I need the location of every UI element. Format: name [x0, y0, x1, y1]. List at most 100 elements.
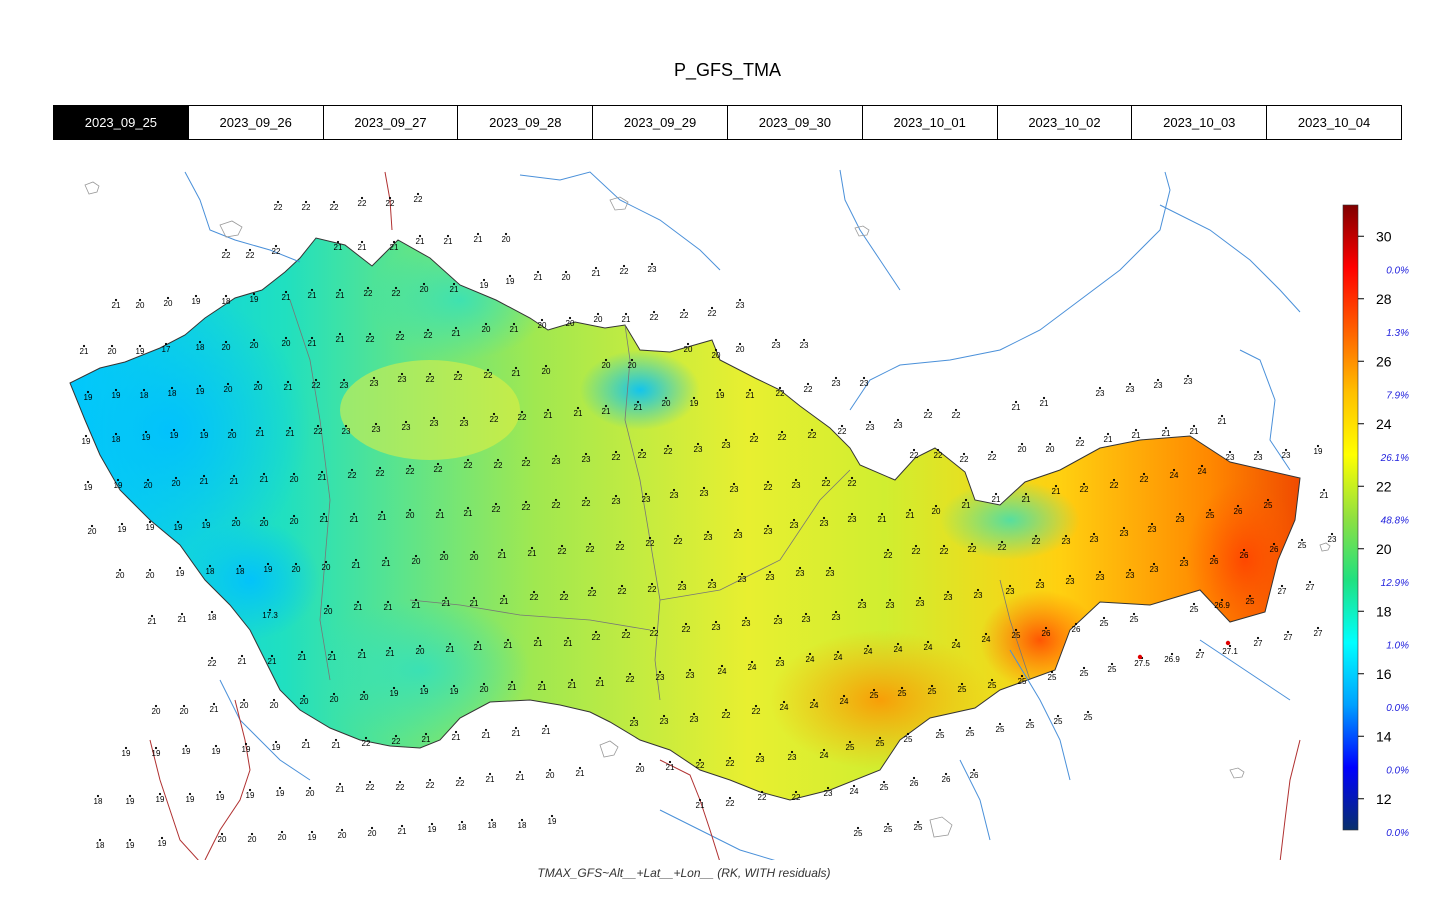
station-marker: 23 [1120, 526, 1129, 538]
station-dot [682, 308, 686, 312]
station-marker: 21 [564, 636, 573, 648]
station-dot [502, 594, 506, 598]
station-marker: 25 [966, 726, 975, 738]
station-value: 21 [528, 549, 537, 558]
station-marker: 22 [588, 586, 597, 598]
max-station-marker [1137, 654, 1143, 660]
station-dot [1044, 626, 1048, 630]
station-value: 21 [358, 651, 367, 660]
station-marker: 26 [1240, 548, 1249, 560]
station-value: 22 [776, 389, 785, 398]
station-value: 21 [328, 653, 337, 662]
station-dot [806, 382, 810, 386]
date-tab-2023_09_26[interactable]: 2023_09_26 [188, 106, 324, 139]
station-value: 21 [412, 601, 421, 610]
station-marker: 19 [176, 566, 185, 578]
station-marker: 21 [1162, 426, 1171, 438]
station-value: 20 [240, 701, 249, 710]
station-marker: 19 [158, 836, 167, 848]
station-value: 22 [272, 247, 281, 256]
station-marker: 23 [1180, 556, 1189, 568]
station-dot [776, 614, 780, 618]
station-dot [1078, 436, 1082, 440]
station-marker: 23 [800, 338, 809, 350]
station-value: 22 [750, 435, 759, 444]
station-dot [550, 814, 554, 818]
date-tab-2023_10_02[interactable]: 2023_10_02 [997, 106, 1133, 139]
station-marker: 20 [470, 550, 479, 562]
station-marker: 21 [622, 312, 631, 324]
station-dot [1212, 554, 1216, 558]
station-marker: 22 [246, 248, 255, 260]
station-marker: 21 [390, 240, 399, 252]
station-value: 23 [552, 457, 561, 466]
scale-tick-label: 16 [1376, 666, 1392, 682]
station-dot [564, 270, 568, 274]
station-value: 21 [512, 729, 521, 738]
date-tab-2023_09_25[interactable]: 2023_09_25 [54, 106, 189, 139]
station-value: 26 [910, 779, 919, 788]
station-dot [934, 504, 938, 508]
station-marker: 22 [680, 308, 689, 320]
station-marker: 19 [308, 830, 317, 842]
station-marker: 24 [850, 784, 859, 796]
station-marker: 23 [1126, 382, 1135, 394]
station-value: 22 [940, 547, 949, 556]
station-value: 22 [884, 551, 893, 560]
station-dot [472, 596, 476, 600]
station-dot [856, 826, 860, 830]
station-dot [714, 620, 718, 624]
station-dot [968, 726, 972, 730]
station-value: 21 [238, 657, 247, 666]
station-marker: 22 [426, 372, 435, 384]
date-tab-2023_09_28[interactable]: 2023_09_28 [458, 106, 594, 139]
station-marker: 25 [1130, 612, 1139, 624]
station-dot [194, 294, 198, 298]
station-dot [504, 232, 508, 236]
station-value: 23 [738, 575, 747, 584]
station-dot [1170, 652, 1174, 656]
station-marker: 20 [712, 348, 721, 360]
station-dot [422, 684, 426, 688]
station-marker: 22 [456, 776, 465, 788]
scale-tick-label: 26 [1376, 353, 1392, 369]
station-marker: 23 [1006, 584, 1015, 596]
station-marker: 19 [506, 274, 515, 286]
station-value: 20 [290, 475, 299, 484]
station-dot [332, 692, 336, 696]
station-value: 21 [1040, 399, 1049, 408]
station-dot [554, 454, 558, 458]
date-tab-2023_10_04[interactable]: 2023_10_04 [1267, 106, 1401, 139]
station-value: 20 [300, 697, 309, 706]
station-value: 27 [1254, 639, 1263, 648]
station-value: 19 [142, 433, 151, 442]
station-dot [240, 654, 244, 658]
station-dot [174, 476, 178, 480]
station-marker: 20 [240, 698, 249, 710]
date-tab-2023_09_29[interactable]: 2023_09_29 [593, 106, 728, 139]
station-marker: 21 [470, 596, 479, 608]
date-tab-2023_09_30[interactable]: 2023_09_30 [727, 106, 863, 139]
station-dot [418, 644, 422, 648]
date-tab-2023_10_01[interactable]: 2023_10_01 [862, 106, 998, 139]
station-value: 25 [1206, 511, 1215, 520]
station-value: 22 [364, 289, 373, 298]
date-tab-2023_10_03[interactable]: 2023_10_03 [1132, 106, 1268, 139]
station-marker: 19 [182, 744, 191, 756]
station-marker: 22 [582, 496, 591, 508]
station-value: 23 [894, 421, 903, 430]
station-marker: 21 [452, 730, 461, 742]
station-marker: 22 [396, 330, 405, 342]
station-dot [994, 492, 998, 496]
station-value: 20 [420, 285, 429, 294]
station-marker: 21 [1022, 492, 1031, 504]
station-value: 19 [82, 437, 91, 446]
date-tab-2023_09_27[interactable]: 2023_09_27 [323, 106, 459, 139]
station-marker: 23 [742, 616, 751, 628]
station-marker: 20 [300, 694, 309, 706]
station-marker: 22 [414, 192, 423, 204]
station-dot [338, 332, 342, 336]
station-marker: 20 [368, 826, 377, 838]
station-dot [1256, 636, 1260, 640]
station-dot [962, 452, 966, 456]
